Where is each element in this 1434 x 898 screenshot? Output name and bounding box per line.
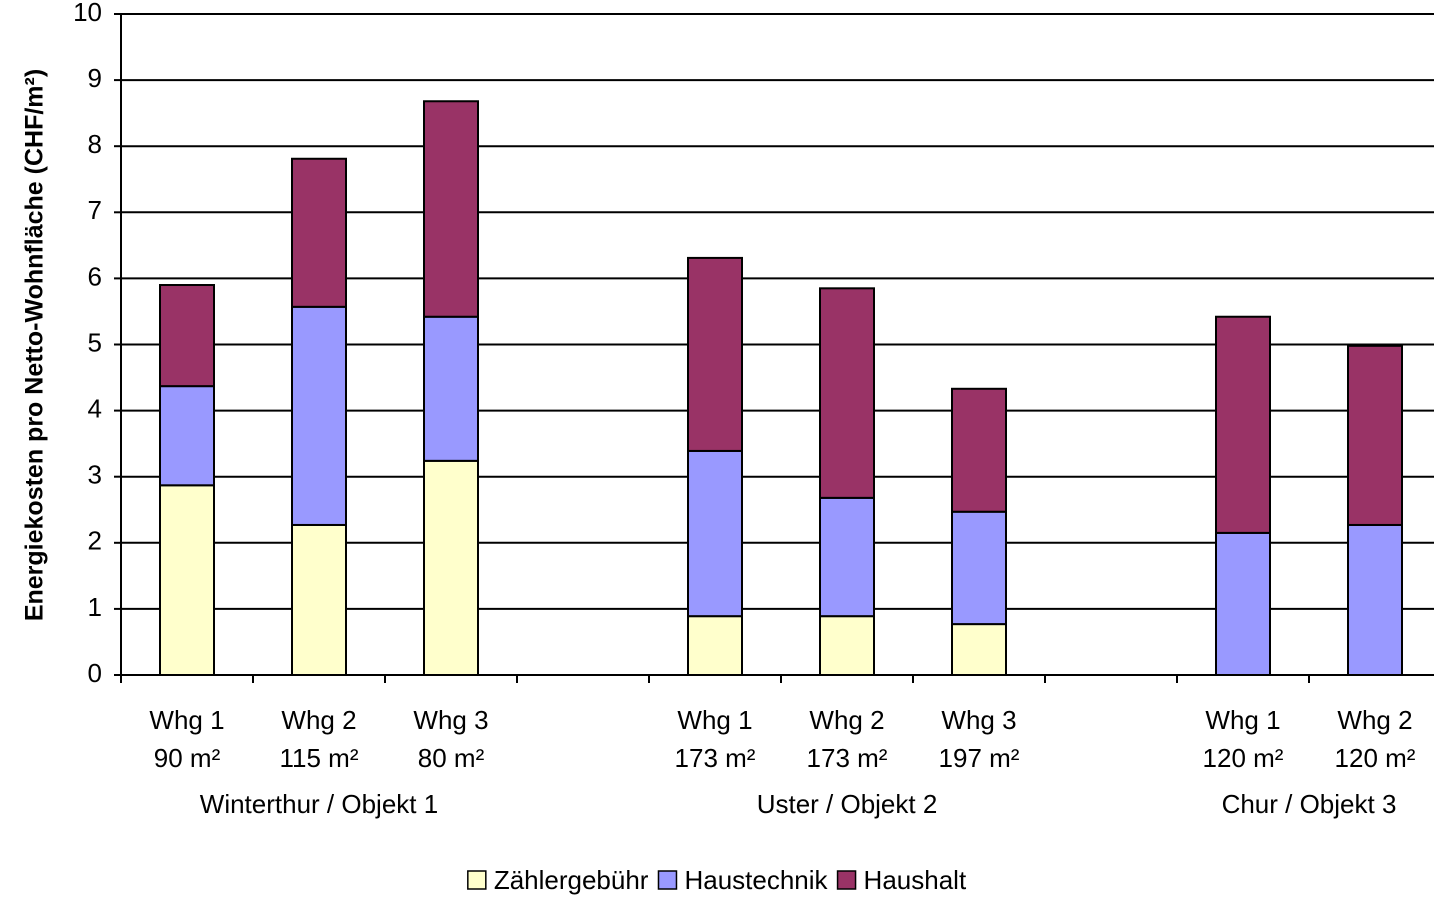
bar-segment [291, 157, 347, 308]
y-tick-label: 6 [88, 261, 102, 291]
bar-segment [1215, 531, 1271, 677]
bar-segment [159, 385, 215, 487]
legend-label: Zählergebühr [494, 865, 649, 895]
bar-segment [423, 100, 479, 318]
group-label: Chur / Objekt 3 [1222, 789, 1397, 819]
bar-segment [291, 523, 347, 676]
bar-segment [1347, 523, 1403, 676]
bar-segment [687, 256, 743, 452]
x-tick-label: Whg 1 [149, 705, 224, 735]
legend-swatch [836, 870, 857, 890]
bar-segment [819, 496, 875, 618]
x-tick-sublabel: 120 m² [1203, 743, 1284, 773]
y-tick-label: 0 [88, 658, 102, 688]
legend-label: Haustechnik [684, 865, 828, 895]
y-tick-label: 9 [88, 63, 102, 93]
bar-segment [1347, 344, 1403, 526]
y-tick-label: 8 [88, 129, 102, 159]
x-tick-sublabel: 80 m² [418, 743, 485, 773]
x-tick-label: Whg 2 [1337, 705, 1412, 735]
x-tick-sublabel: 173 m² [675, 743, 756, 773]
legend-swatch [467, 870, 487, 890]
bar-segment [951, 387, 1007, 513]
legend-swatch [657, 870, 678, 890]
bar-segment [819, 615, 875, 677]
bar-segment [159, 484, 215, 676]
x-tick-sublabel: 173 m² [807, 743, 888, 773]
y-axis-label: Energiekosten pro Netto-Wohnfläche (CHF/… [21, 69, 49, 621]
y-tick-label: 7 [88, 195, 102, 225]
bar-segment [951, 510, 1007, 626]
x-tick-sublabel: 197 m² [939, 743, 1020, 773]
group-label: Uster / Objekt 2 [757, 789, 938, 819]
y-tick-label: 10 [73, 0, 102, 27]
x-tick-sublabel: 120 m² [1335, 743, 1416, 773]
x-tick-label: Whg 2 [281, 705, 356, 735]
bar-segment [687, 449, 743, 618]
bar-segment [291, 305, 347, 526]
legend-label: Haushalt [864, 865, 967, 895]
bar-segment [951, 623, 1007, 677]
y-tick-label: 2 [88, 526, 102, 556]
x-tick-label: Whg 3 [413, 705, 488, 735]
bar-segment [819, 287, 875, 499]
bar-segment [687, 615, 743, 677]
y-tick-label: 5 [88, 327, 102, 357]
y-tick-label: 1 [88, 592, 102, 622]
bar-segment [159, 284, 215, 388]
x-tick-sublabel: 115 m² [280, 743, 359, 773]
y-tick-label: 3 [88, 460, 102, 490]
x-tick-label: Whg 1 [1205, 705, 1280, 735]
group-label: Winterthur / Objekt 1 [200, 789, 438, 819]
x-tick-label: Whg 3 [941, 705, 1016, 735]
x-tick-sublabel: 90 m² [154, 743, 221, 773]
y-tick-label: 4 [88, 393, 102, 423]
x-tick-label: Whg 1 [677, 705, 752, 735]
bar-segment [1215, 315, 1271, 534]
x-tick-label: Whg 2 [809, 705, 884, 735]
bar-segment [423, 315, 479, 462]
bar-segment [423, 459, 479, 676]
